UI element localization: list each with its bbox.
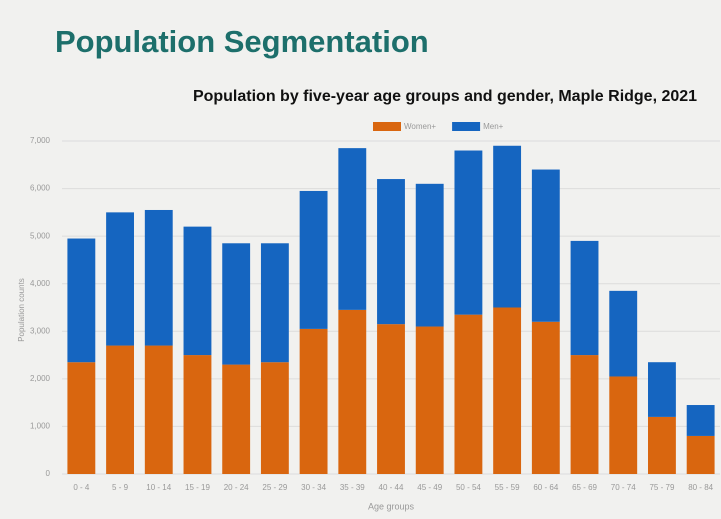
bar-segment	[300, 191, 328, 329]
x-tick-label: 20 - 24	[224, 483, 249, 492]
legend-label: Men+	[483, 122, 504, 131]
bar-segment	[648, 362, 676, 417]
bar-segment	[493, 308, 521, 475]
y-axis-label: Population counts	[17, 278, 26, 342]
x-tick-label: 50 - 54	[456, 483, 481, 492]
bar-segment	[67, 362, 95, 474]
bar-segment	[145, 346, 173, 474]
bar-segment	[454, 315, 482, 474]
x-tick-label: 35 - 39	[340, 483, 365, 492]
x-tick-label: 25 - 29	[262, 483, 287, 492]
y-tick-label: 3,000	[30, 326, 51, 335]
bar-segment	[416, 327, 444, 474]
x-tick-label: 80 - 84	[688, 483, 713, 492]
bar-segment	[416, 184, 444, 327]
bar-segment	[261, 362, 289, 474]
legend-label: Women+	[404, 122, 436, 131]
bar-segment	[571, 241, 599, 355]
x-tick-label: 30 - 34	[301, 483, 326, 492]
x-tick-label: 15 - 19	[185, 483, 210, 492]
bar-segment	[532, 170, 560, 322]
x-tick-label: 10 - 14	[146, 483, 171, 492]
bar-segment	[222, 365, 250, 474]
y-tick-label: 0	[46, 469, 51, 478]
chart-title: Population by five-year age groups and g…	[193, 88, 697, 105]
bar-segment	[571, 355, 599, 474]
bar-segment	[454, 151, 482, 315]
bar-segment	[609, 376, 637, 474]
bar-segment	[222, 243, 250, 364]
page: Population Segmentation Population by fi…	[0, 0, 721, 519]
x-tick-label: 55 - 59	[495, 483, 520, 492]
bar-segment	[106, 212, 134, 345]
bar-segment	[184, 355, 212, 474]
bar-segment	[609, 291, 637, 377]
bar-segment	[338, 148, 366, 310]
bar-segment	[532, 322, 560, 474]
y-tick-label: 5,000	[30, 231, 51, 240]
bar-segment	[67, 239, 95, 363]
bar-segment	[145, 210, 173, 346]
x-tick-label: 40 - 44	[379, 483, 404, 492]
bar-segment	[261, 243, 289, 362]
bar-segment	[493, 146, 521, 308]
y-tick-label: 7,000	[30, 136, 51, 145]
y-tick-label: 2,000	[30, 374, 51, 383]
x-tick-label: 0 - 4	[73, 483, 90, 492]
bar-segment	[648, 417, 676, 474]
legend-swatch	[373, 122, 401, 131]
bar-segment	[300, 329, 328, 474]
bar-segment	[377, 179, 405, 324]
x-tick-label: 60 - 64	[533, 483, 558, 492]
x-tick-label: 65 - 69	[572, 483, 597, 492]
x-tick-label: 70 - 74	[611, 483, 636, 492]
y-tick-label: 6,000	[30, 184, 51, 193]
bar-segment	[106, 346, 134, 474]
y-tick-label: 4,000	[30, 279, 51, 288]
bar-segment	[687, 405, 715, 436]
bar-segment	[338, 310, 366, 474]
bar-segment	[377, 324, 405, 474]
y-tick-label: 1,000	[30, 422, 51, 431]
bar-segment	[687, 436, 715, 474]
x-axis-label: Age groups	[368, 501, 415, 511]
x-tick-label: 45 - 49	[417, 483, 442, 492]
slide-title: Population Segmentation	[55, 24, 429, 59]
x-tick-label: 75 - 79	[649, 483, 674, 492]
x-tick-label: 5 - 9	[112, 483, 129, 492]
bar-segment	[184, 227, 212, 355]
legend-swatch	[452, 122, 480, 131]
chart: Population Segmentation Population by fi…	[0, 0, 721, 519]
